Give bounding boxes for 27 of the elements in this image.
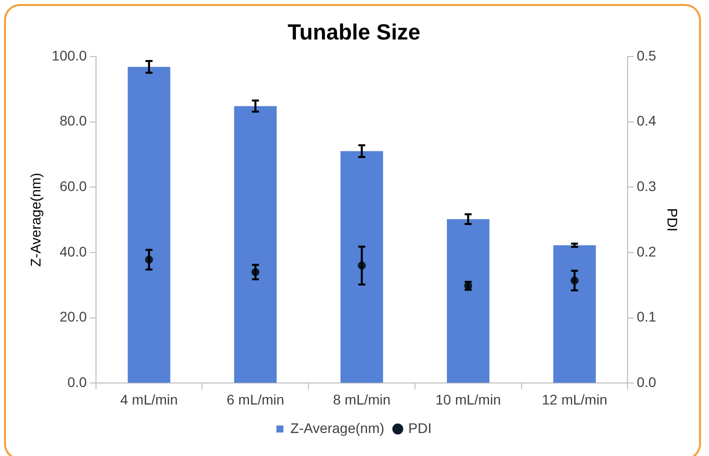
- y-tick-label: 80.0: [60, 112, 88, 129]
- y2-tick-label: 0.4: [636, 112, 656, 129]
- y2-axis-title: PDI: [664, 208, 681, 232]
- chart-title: Tunable Size: [288, 19, 420, 44]
- x-tick-label: 12 mL/min: [542, 391, 608, 408]
- y2-tick-label: 0.0: [636, 374, 656, 390]
- y-tick-label: 20.0: [60, 308, 88, 325]
- bar: [128, 66, 170, 383]
- bar: [340, 151, 384, 383]
- legend-label: Z-Average(nm): [290, 420, 384, 436]
- x-tick-label: 4 mL/min: [120, 391, 178, 408]
- y-tick-label: 100.0: [52, 47, 88, 64]
- x-tick-label: 10 mL/min: [435, 391, 501, 408]
- y2-tick-label: 0.1: [636, 308, 656, 325]
- bar: [553, 245, 596, 383]
- legend-label: PDI: [408, 420, 432, 436]
- y-axis-title: Z-Average(nm): [27, 172, 44, 267]
- y-tick-label: 60.0: [60, 178, 88, 194]
- y-tick-label: 40.0: [60, 243, 88, 260]
- y2-tick-label: 0.5: [636, 47, 656, 64]
- y2-tick-label: 0.2: [636, 243, 656, 260]
- bar: [446, 219, 490, 383]
- x-tick-label: 6 mL/min: [226, 391, 284, 408]
- x-tick-label: 8 mL/min: [332, 391, 391, 408]
- y2-tick-label: 0.3: [636, 178, 656, 194]
- y-tick-label: 0.0: [67, 374, 88, 390]
- bar: [234, 106, 277, 383]
